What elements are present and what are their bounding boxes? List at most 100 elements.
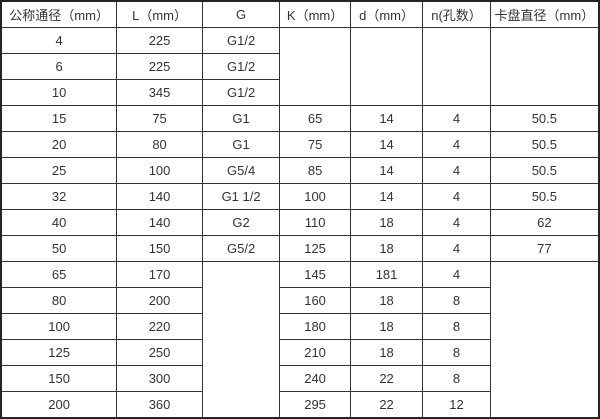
cell-G: G1 xyxy=(201,105,281,132)
cell-L: 170 xyxy=(116,261,203,288)
cell-L: 80 xyxy=(116,131,203,158)
table-row: 32 140 G1 1/2 100 14 4 50.5 xyxy=(0,183,600,210)
table-row: 50 150 G5/2 125 18 4 77 xyxy=(0,235,600,262)
cell-K: 100 xyxy=(279,183,351,210)
cell-K: 65 xyxy=(279,105,351,132)
table-row: 20 80 G1 75 14 4 50.5 xyxy=(0,131,600,158)
cell-L: 345 xyxy=(116,79,203,106)
cell-n: 8 xyxy=(422,365,491,392)
table-row: 25 100 G5/4 85 14 4 50.5 xyxy=(0,157,600,184)
cell-d: 22 xyxy=(349,391,424,419)
cell-L: 200 xyxy=(116,287,203,314)
cell-d: 14 xyxy=(349,157,424,184)
cell-n: 4 xyxy=(422,105,491,132)
header-row: 公称通径（mm） L（mm） G K（mm） d（mm） n(孔数） 卡盘直径（… xyxy=(0,0,600,28)
cell-dn: 50 xyxy=(0,235,118,262)
merged-empty-cell-G xyxy=(201,261,281,419)
cell-G: G5/2 xyxy=(201,235,281,262)
table-row: 65 170 145 181 4 xyxy=(0,261,600,419)
cell-dn: 200 xyxy=(0,391,118,419)
cell-K: 160 xyxy=(279,287,351,314)
cell-n: 4 xyxy=(422,183,491,210)
cell-n: 4 xyxy=(422,131,491,158)
header-K: K（mm） xyxy=(279,0,351,28)
merged-empty-cell-d xyxy=(349,27,424,106)
cell-L: 140 xyxy=(116,183,203,210)
cell-dn: 65 xyxy=(0,261,118,288)
cell-d: 18 xyxy=(349,313,424,340)
cell-d: 18 xyxy=(349,287,424,314)
table-row: 6 225 G1/2 xyxy=(0,53,599,80)
cell-dn: 6 xyxy=(0,53,118,80)
cell-L: 225 xyxy=(116,53,203,80)
cell-n: 4 xyxy=(422,261,491,288)
cell-K: 85 xyxy=(279,157,351,184)
cell-dn: 40 xyxy=(0,209,118,236)
cell-chuck: 62 xyxy=(489,209,600,236)
header-nominal-diameter: 公称通径（mm） xyxy=(0,0,118,28)
cell-d: 14 xyxy=(349,131,424,158)
cell-K: 295 xyxy=(279,391,351,419)
cell-dn: 125 xyxy=(0,339,118,366)
cell-G: G5/4 xyxy=(201,157,281,184)
cell-K: 145 xyxy=(279,261,351,288)
cell-n: 8 xyxy=(422,287,491,314)
table-row: 80 200 160 18 8 xyxy=(0,287,599,314)
cell-G: G1/2 xyxy=(201,53,281,80)
merged-empty-cell-n xyxy=(422,27,491,106)
cell-L: 360 xyxy=(116,391,203,419)
cell-chuck: 77 xyxy=(489,235,600,262)
cell-n: 12 xyxy=(422,391,491,419)
merged-empty-cell-K xyxy=(279,27,351,106)
cell-dn: 100 xyxy=(0,313,118,340)
cell-dn: 150 xyxy=(0,365,118,392)
table-row: 4 225 G1/2 xyxy=(0,27,600,106)
cell-n: 4 xyxy=(422,235,491,262)
cell-d: 14 xyxy=(349,183,424,210)
cell-dn: 4 xyxy=(0,27,118,54)
table-row: 15 75 G1 65 14 4 50.5 xyxy=(0,105,600,132)
cell-chuck: 50.5 xyxy=(489,183,600,210)
cell-d: 18 xyxy=(349,235,424,262)
table-row: 40 140 G2 110 18 4 62 xyxy=(0,209,600,236)
cell-K: 75 xyxy=(279,131,351,158)
cell-G: G1 xyxy=(201,131,281,158)
cell-d: 18 xyxy=(349,209,424,236)
cell-n: 4 xyxy=(422,209,491,236)
cell-n: 8 xyxy=(422,313,491,340)
cell-K: 110 xyxy=(279,209,351,236)
cell-L: 220 xyxy=(116,313,203,340)
table-row: 125 250 210 18 8 xyxy=(0,339,599,366)
cell-dn: 25 xyxy=(0,157,118,184)
merged-empty-cell-chuck xyxy=(489,27,600,106)
cell-L: 225 xyxy=(116,27,203,54)
cell-K: 240 xyxy=(279,365,351,392)
cell-L: 100 xyxy=(116,157,203,184)
cell-d: 14 xyxy=(349,105,424,132)
cell-G: G1/2 xyxy=(201,79,281,106)
cell-L: 75 xyxy=(116,105,203,132)
cell-d: 22 xyxy=(349,365,424,392)
cell-chuck: 50.5 xyxy=(489,105,600,132)
cell-n: 8 xyxy=(422,339,491,366)
cell-K: 125 xyxy=(279,235,351,262)
cell-G: G1 1/2 xyxy=(201,183,281,210)
cell-K: 210 xyxy=(279,339,351,366)
cell-d: 18 xyxy=(349,339,424,366)
cell-L: 150 xyxy=(116,235,203,262)
header-G: G xyxy=(201,0,281,28)
header-L: L（mm） xyxy=(116,0,203,28)
merged-empty-cell-chuck xyxy=(489,261,600,419)
cell-L: 140 xyxy=(116,209,203,236)
cell-dn: 10 xyxy=(0,79,118,106)
cell-K: 180 xyxy=(279,313,351,340)
cell-G: G1/2 xyxy=(201,27,281,54)
cell-dn: 20 xyxy=(0,131,118,158)
table-row: 150 300 240 22 8 xyxy=(0,365,599,392)
cell-chuck: 50.5 xyxy=(489,157,600,184)
cell-n: 4 xyxy=(422,157,491,184)
header-n-holes: n(孔数） xyxy=(422,0,491,28)
cell-d: 181 xyxy=(349,261,424,288)
